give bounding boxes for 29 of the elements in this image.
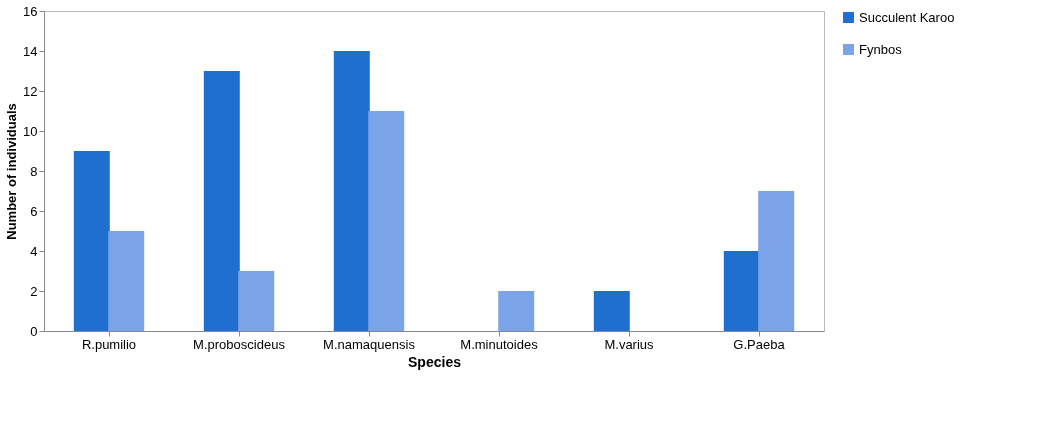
x-axis-title: Species [408, 353, 462, 370]
bar [368, 111, 405, 331]
bar [723, 251, 760, 331]
y-tick-label: 0 [30, 323, 38, 339]
legend-label: Succulent Karoo [859, 9, 955, 25]
x-tick-label: M.namaquensis [323, 336, 416, 352]
y-tick-label: 6 [30, 203, 38, 219]
bar [108, 231, 145, 331]
x-tick-label: G.Paeba [733, 336, 786, 352]
y-tick-label: 14 [23, 43, 38, 59]
bar [203, 71, 240, 331]
legend-label: Fynbos [859, 41, 903, 57]
bar [73, 151, 110, 331]
bar [593, 291, 630, 331]
y-axis-title: Number of individuals [4, 103, 20, 240]
y-tick-label: 12 [23, 83, 38, 99]
y-tick-label: 4 [30, 243, 38, 259]
bar [498, 291, 535, 331]
y-tick-label: 2 [30, 283, 38, 299]
x-tick-label: M.minutoides [460, 336, 539, 352]
x-tick-label: M.varius [604, 336, 655, 352]
x-tick-label: R.pumilio [81, 336, 137, 352]
x-tick-label: M.proboscideus [193, 336, 286, 352]
bar [333, 51, 370, 331]
y-tick-label: 16 [23, 3, 38, 19]
bar [238, 271, 275, 331]
y-tick-label: 8 [30, 163, 38, 179]
bar [758, 191, 795, 331]
y-tick-label: 10 [23, 123, 38, 139]
